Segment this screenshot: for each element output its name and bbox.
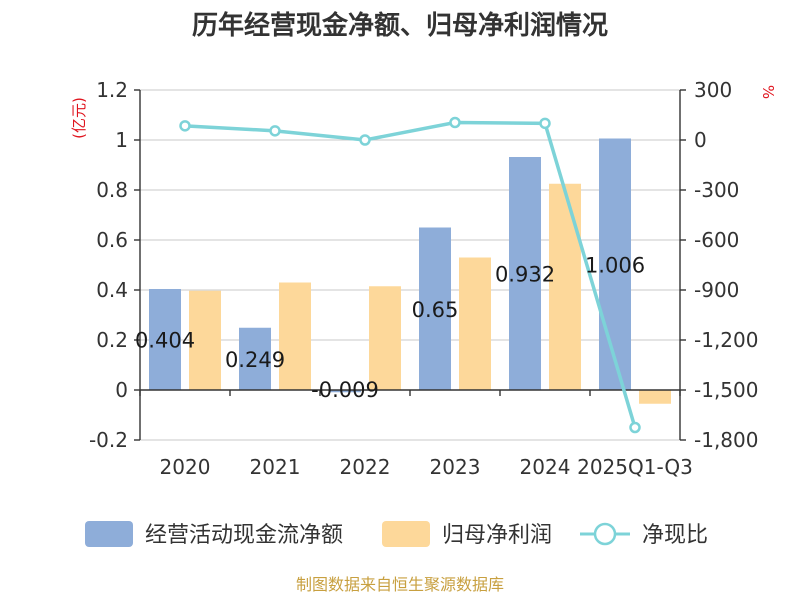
legend-swatch-cashflow bbox=[85, 521, 133, 547]
legend-marker-ratio bbox=[593, 522, 617, 546]
bar-cashflow bbox=[239, 327, 271, 390]
bar-cashflow bbox=[419, 227, 451, 390]
bar-layer bbox=[149, 138, 671, 404]
source-note: 制图数据来自恒生聚源数据库 bbox=[296, 575, 504, 594]
right-tick-label: 0 bbox=[694, 128, 707, 152]
left-tick-label: -0.2 bbox=[89, 428, 128, 452]
left-tick-label: 0.2 bbox=[96, 328, 128, 352]
right-tick-label: 300 bbox=[694, 78, 732, 102]
x-tick-label: 2023 bbox=[430, 455, 481, 479]
legend-swatch-net-profit bbox=[382, 521, 430, 547]
legend: 经营活动现金流净额 归母净利润 净现比 bbox=[85, 521, 708, 548]
right-axis-unit: % bbox=[759, 85, 777, 99]
ratio-line bbox=[184, 120, 637, 428]
x-tick-label: 2021 bbox=[250, 455, 301, 479]
bar-cashflow bbox=[329, 390, 361, 393]
left-tick-label: 0.8 bbox=[96, 178, 128, 202]
left-tick-label: 0 bbox=[115, 378, 128, 402]
ratio-point bbox=[269, 125, 281, 137]
x-tick-label: 2024 bbox=[520, 455, 571, 479]
right-tick-label: -300 bbox=[694, 178, 739, 202]
right-tick-label: -600 bbox=[694, 228, 739, 252]
bar-net-profit bbox=[189, 290, 221, 390]
label-layer: 0.404 0.249 -0.009 0.65 0.932 1.006 bbox=[135, 253, 645, 402]
bar-net-profit bbox=[549, 183, 581, 390]
left-tick-label: 0.4 bbox=[96, 278, 128, 302]
left-axis-unit: (亿元) bbox=[70, 97, 88, 139]
x-tick-label: 2025Q1-Q3 bbox=[577, 455, 693, 479]
bar-net-profit bbox=[369, 286, 401, 390]
cashflow-data-label: 1.006 bbox=[585, 253, 645, 277]
line-layer bbox=[179, 116, 641, 434]
chart-title: 历年经营现金净额、归母净利润情况 bbox=[192, 10, 608, 41]
bar-cashflow bbox=[599, 138, 631, 390]
bar-cashflow bbox=[149, 289, 181, 390]
x-tick-label: 2022 bbox=[340, 455, 391, 479]
legend-label-ratio: 净现比 bbox=[642, 523, 708, 548]
ratio-point bbox=[539, 117, 551, 130]
ratio-point bbox=[449, 116, 461, 129]
legend-label-net-profit: 归母净利润 bbox=[442, 523, 552, 548]
right-tick-label: -1,500 bbox=[694, 378, 758, 402]
left-tick-label: 1.2 bbox=[96, 78, 128, 102]
legend-label-cashflow: 经营活动现金流净额 bbox=[145, 523, 343, 548]
ratio-point bbox=[179, 120, 191, 132]
ratio-point bbox=[359, 134, 371, 146]
right-tick-label: -1,200 bbox=[694, 328, 758, 352]
ratio-point bbox=[629, 421, 641, 434]
right-tick-label: -1,800 bbox=[694, 428, 758, 452]
cashflow-data-label: 0.249 bbox=[225, 348, 285, 372]
x-tick-label: 2020 bbox=[160, 455, 211, 479]
left-tick-label: 1 bbox=[115, 128, 128, 152]
bar-net-profit bbox=[279, 282, 311, 390]
left-tick-label: 0.6 bbox=[96, 228, 128, 252]
right-tick-label: -900 bbox=[694, 278, 739, 302]
cashflow-data-label: 0.65 bbox=[412, 298, 459, 322]
cashflow-data-label: -0.009 bbox=[311, 378, 379, 402]
bar-net-profit bbox=[459, 257, 491, 390]
bar-cashflow bbox=[509, 157, 541, 390]
axis-layer: -0.2 0 0.2 0.4 0.6 0.8 1 1.2 300 0 -300 -600 -900 -1,… bbox=[89, 78, 759, 479]
cashflow-data-label: 0.932 bbox=[495, 263, 555, 287]
cashflow-data-label: 0.404 bbox=[135, 329, 195, 353]
bar-net-profit bbox=[639, 390, 671, 404]
